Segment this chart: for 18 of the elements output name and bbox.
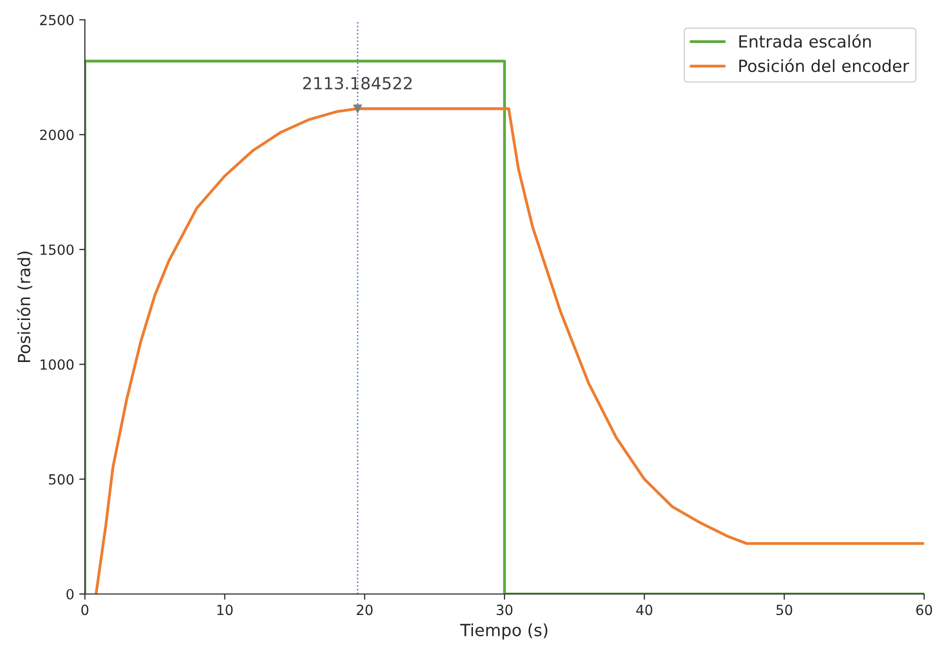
legend-label: Entrada escalón [739, 34, 871, 48]
x-tick-label: 50 [776, 604, 792, 616]
x-tick-label: 60 [916, 604, 932, 616]
x-axis-title: Tiempo (s) [460, 623, 548, 640]
annotation: 2113.184522 [303, 76, 412, 90]
x-tick-label: 20 [356, 604, 373, 616]
legend-label: Posición del encoder [739, 58, 910, 72]
x-tick-label: 30 [496, 604, 512, 616]
y-tick-label: 1000 [40, 359, 74, 370]
y-tick-label: 0 [66, 588, 74, 600]
x-tick-label: 40 [636, 604, 652, 616]
x-tick-label: 0 [81, 604, 88, 616]
y-tick-label: 2000 [40, 130, 74, 140]
y-tick-label: 500 [49, 474, 74, 485]
x-tick-label: 10 [217, 604, 233, 616]
y-axis-title: Posición (rad) [16, 252, 32, 362]
y-tick-label: 2500 [40, 14, 74, 26]
y-tick-label: 1500 [40, 244, 74, 255]
